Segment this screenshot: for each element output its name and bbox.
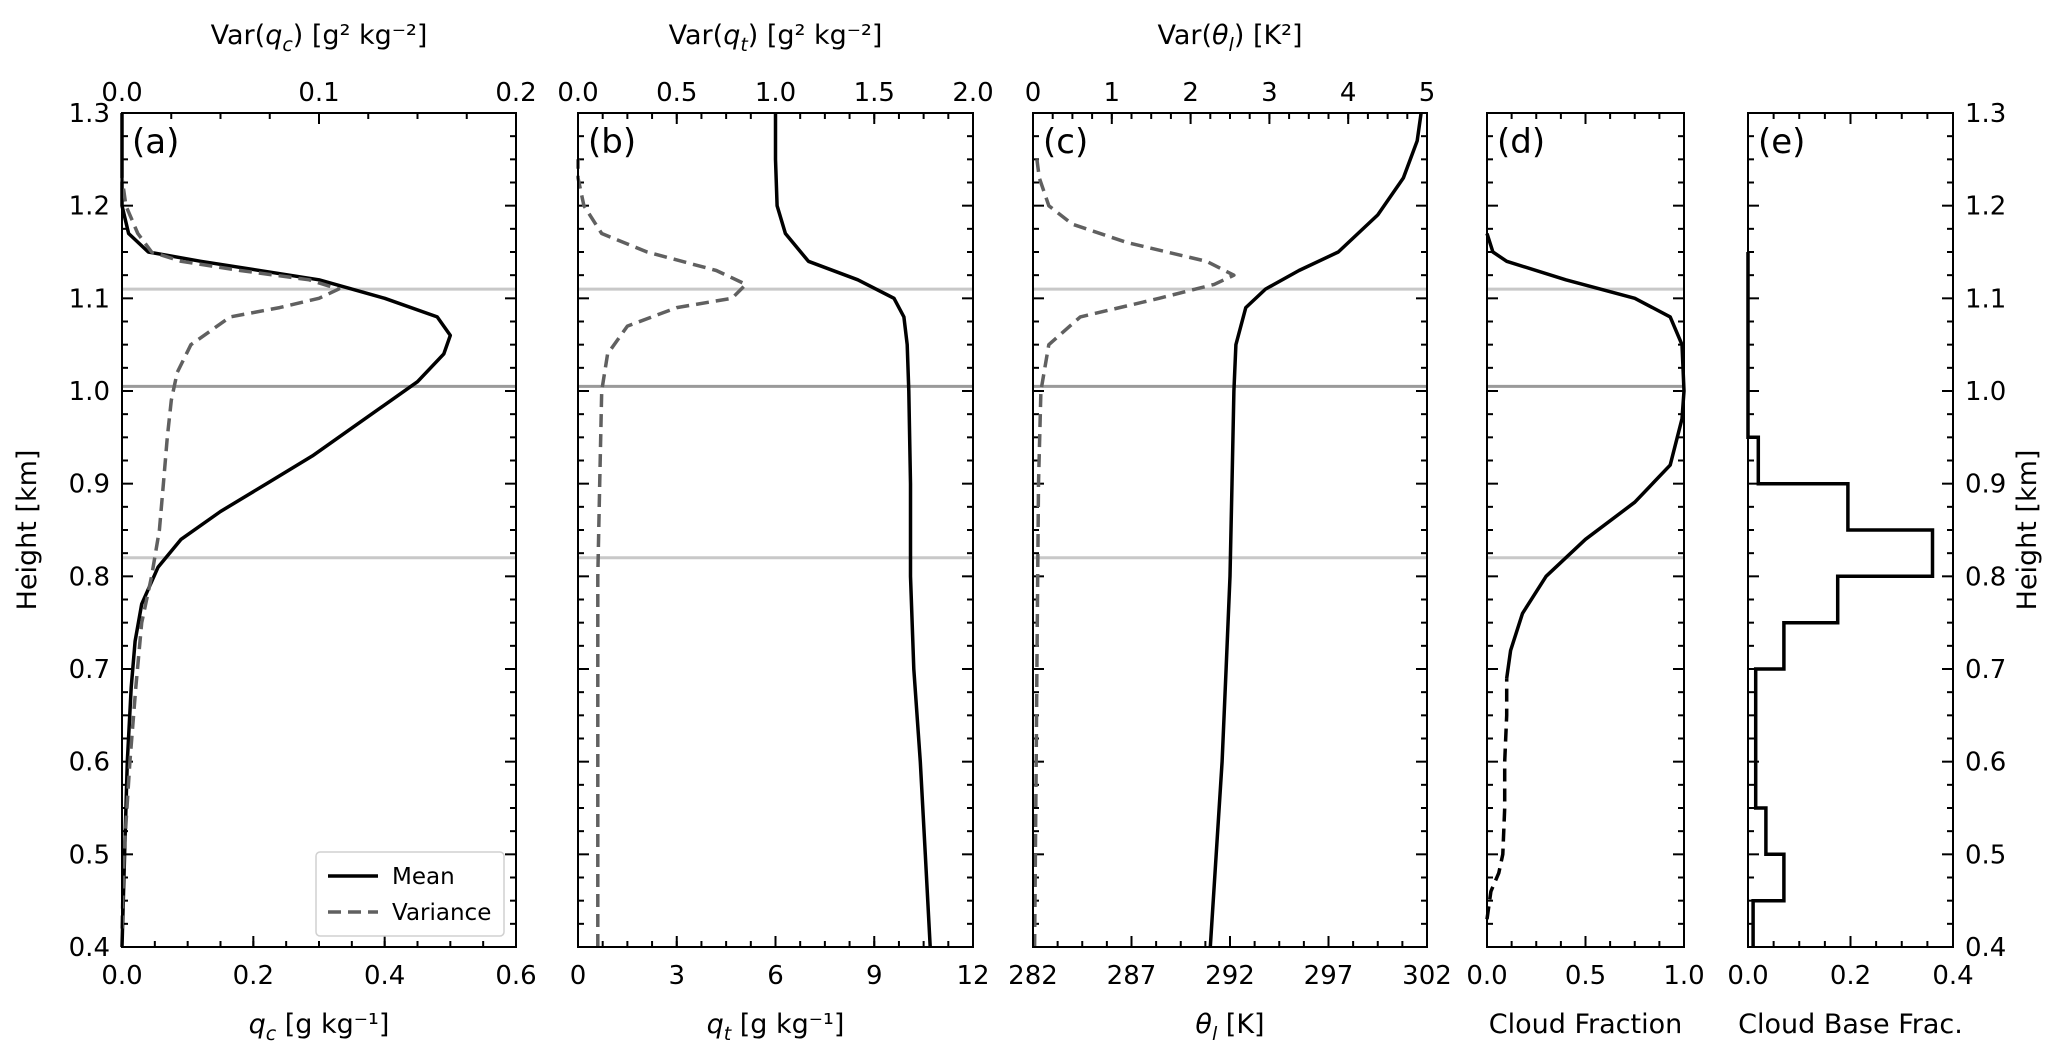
panel-label: (c) [1043,122,1088,162]
x-tick-label: 292 [1205,961,1255,991]
cloud-base-histogram [1746,252,1935,947]
y-tick-label: 0.9 [1965,470,2006,500]
x2-axis-label: Var(θl) [K²] [1157,20,1302,56]
x-tick-label: 282 [1008,961,1058,991]
x-tick-label: 0 [570,961,587,991]
panel-label: (b) [588,122,636,162]
variance-line [120,177,341,929]
y-tick-label: 0.8 [69,562,110,592]
x-axis-label: Cloud Fraction [1489,1009,1682,1040]
x2-axis-label: Var(qc) [g² kg⁻²] [211,20,428,56]
y-tick-label: 0.8 [1965,562,2006,592]
panel-e: 0.0 0.2 0.40.4 0.5 0.6 0.7 0.8 0.9 1.0 1.1 1.2 1.3 H… [1727,99,2043,1040]
y-tick-label: 0.5 [69,840,110,870]
x-tick-label: 0.4 [364,961,405,991]
x-tick-label: 0.0 [1466,961,1507,991]
x2-tick-label: 0.5 [656,78,697,108]
x2-tick-label: 0.0 [557,78,598,108]
y-tick-label: 1.3 [69,99,110,129]
x-tick-label: 1.0 [1663,961,1704,991]
plot-frame [121,112,517,948]
legend-variance-label: Variance [392,900,491,926]
panel-label: (d) [1497,122,1545,162]
x2-tick-label: 1 [1104,78,1121,108]
x-tick-label: 0.2 [1830,961,1871,991]
x-tick-label: 287 [1107,961,1157,991]
y-tick-label: 1.0 [69,377,110,407]
y-tick-label: 1.2 [69,192,110,222]
x-tick-label: 3 [668,961,685,991]
y-tick-label: 0.5 [1965,840,2006,870]
x2-tick-label: 5 [1419,78,1436,108]
y-tick-label: 0.6 [69,748,110,778]
x2-tick-label: 0.2 [495,78,536,108]
x2-axis-label: Var(qt) [g² kg⁻²] [669,20,883,56]
y-tick-label: 0.7 [1965,655,2006,685]
x-tick-label: 9 [866,961,883,991]
y-tick-label: 1.3 [1965,99,2006,129]
plot-frame [1486,112,1685,948]
x-tick-label: 0.4 [1932,961,1973,991]
plot-frame [1032,112,1428,948]
panel-b: 0 3 6 9 12 0.0 0.5 1.0 1.5 2.0 Var(qt) [g² kg⁻²] qt… [557,20,993,1045]
mean-line [1208,112,1423,948]
panel-label: (e) [1758,122,1805,162]
x2-tick-label: 2 [1182,78,1199,108]
x-tick-label: 6 [767,961,784,991]
y-tick-label: 1.1 [69,284,110,314]
legend-mean-label: Mean [392,864,455,890]
x-axis-label: θl [K] [1195,1009,1264,1045]
x-axis-label: Cloud Base Frac. [1738,1009,1963,1040]
variance-line [1485,678,1509,920]
variance-line [1032,159,1236,948]
x2-tick-label: 4 [1340,78,1357,108]
x-tick-label: 0.0 [101,961,142,991]
y-axis-label: Height [km] [12,450,43,611]
x2-tick-label: 0.1 [298,78,339,108]
mean-line [773,113,932,948]
x-axis-label: qt [g kg⁻¹] [707,1009,845,1045]
x-tick-label: 302 [1402,961,1452,991]
x-tick-label: 0.5 [1565,961,1606,991]
panel-d: 0.0 0.5 1.0 Cloud Fraction (d) [1466,112,1705,1040]
x2-tick-label: 0.0 [101,78,142,108]
plot-frame [577,112,974,948]
y-tick-label: 0.7 [69,655,110,685]
y-tick-label: 1.1 [1965,284,2006,314]
y-tick-label: 0.4 [1965,933,2006,963]
x2-tick-label: 3 [1261,78,1278,108]
x-tick-label: 12 [956,961,989,991]
variance-line [576,159,748,947]
y-tick-label: 0.9 [69,470,110,500]
x2-tick-label: 2.0 [952,78,993,108]
x2-tick-label: 1.0 [755,78,796,108]
x2-tick-label: 1.5 [854,78,895,108]
mean-line [1485,232,1686,679]
x-tick-label: 0.0 [1727,961,1768,991]
mean-line [120,113,453,948]
panel-label: (a) [132,122,179,162]
x-axis-label: qc [g kg⁻¹] [249,1009,390,1045]
y-tick-label: 1.2 [1965,192,2006,222]
x2-tick-label: 0 [1025,78,1042,108]
x-tick-label: 0.6 [495,961,536,991]
plot-frame [1747,112,1954,948]
panel-a: 0.0 0.2 0.4 0.6 0.0 0.1 0.2 Var(qc) [g² kg⁻²] 0.… [12,20,537,1045]
y-tick-label: 0.4 [69,933,110,963]
legend-box [315,851,505,937]
y-axis-label: Height [km] [2012,450,2043,611]
x-tick-label: 0.2 [233,961,274,991]
y-tick-label: 1.0 [1965,377,2006,407]
y-tick-label: 0.6 [1965,748,2006,778]
x-tick-label: 297 [1304,961,1354,991]
panel-c: 282 287 292 297 302 0 1 2 3 4 5 Var(θl) [K²] θl [K] (… [1008,20,1452,1045]
